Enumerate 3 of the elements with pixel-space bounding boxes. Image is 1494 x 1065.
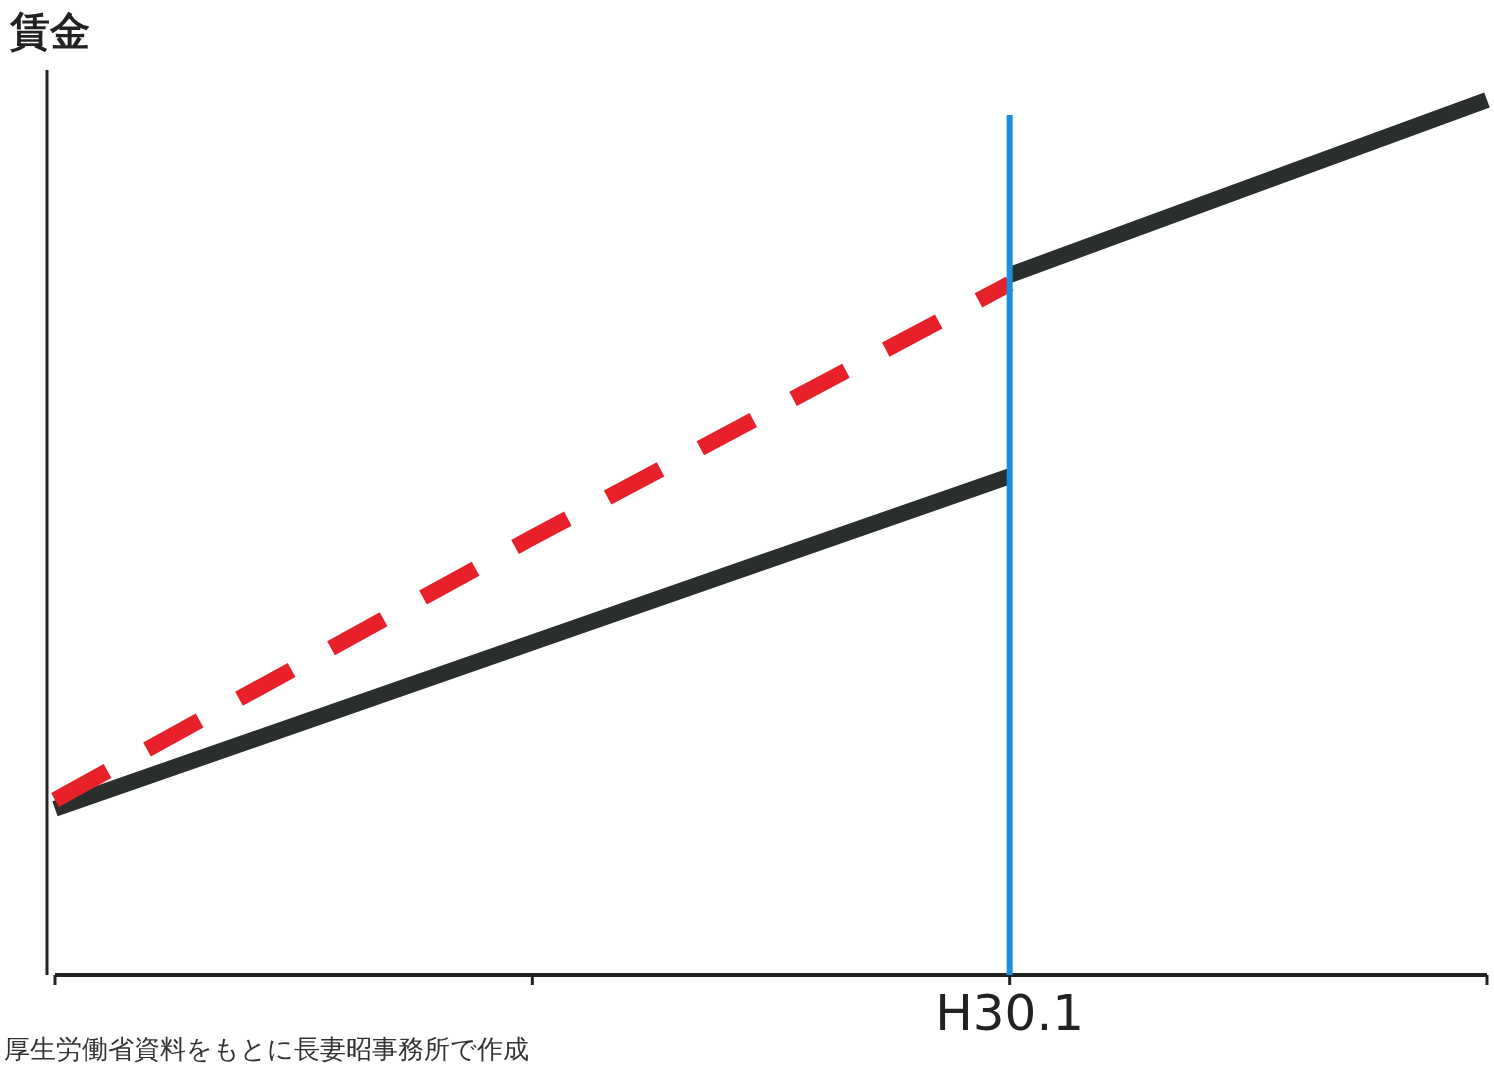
y-axis-title: 賃金 — [9, 8, 90, 54]
text: 厚生労働省資料をもとに長妻昭事務所で作成 — [4, 1034, 529, 1064]
text: H30.1 — [935, 984, 1085, 1042]
